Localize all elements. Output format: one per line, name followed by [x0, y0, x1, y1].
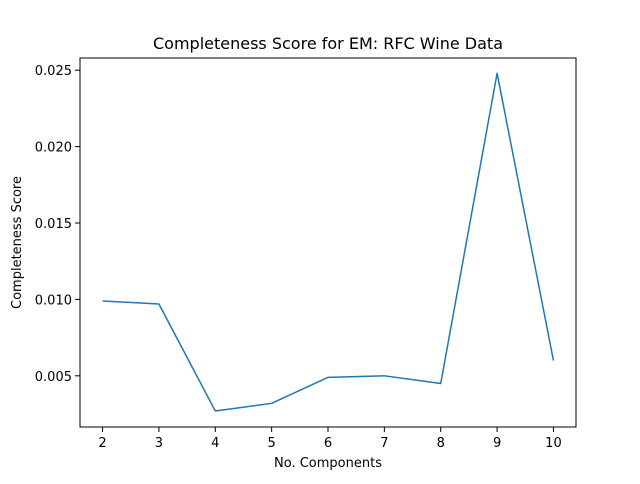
- chart-title: Completeness Score for EM: RFC Wine Data: [153, 34, 503, 53]
- y-tick-label: 0.015: [35, 217, 72, 232]
- x-tick-label: 4: [211, 436, 219, 451]
- y-tick-label: 0.010: [35, 293, 72, 308]
- y-tick-label: 0.020: [35, 141, 72, 156]
- y-axis-label: Completeness Score: [10, 176, 25, 309]
- x-tick-label: 8: [437, 436, 445, 451]
- x-tick-label: 5: [267, 436, 275, 451]
- x-tick-label: 3: [155, 436, 163, 451]
- x-tick-label: 2: [98, 436, 106, 451]
- x-tick-label: 9: [493, 436, 501, 451]
- plot-frame: [80, 58, 576, 427]
- x-tick-label: 7: [380, 436, 388, 451]
- y-tick-label: 0.005: [35, 370, 72, 385]
- x-tick-label: 6: [324, 436, 332, 451]
- x-axis-label: No. Components: [274, 456, 382, 471]
- x-tick-label: 10: [545, 436, 562, 451]
- series-line-0: [103, 73, 554, 411]
- y-tick-label: 0.025: [35, 64, 72, 79]
- plot-area: 2 3 4 5 6 7 8 9 10 0.005 0.010 0.015 0.020 0.025: [35, 64, 562, 451]
